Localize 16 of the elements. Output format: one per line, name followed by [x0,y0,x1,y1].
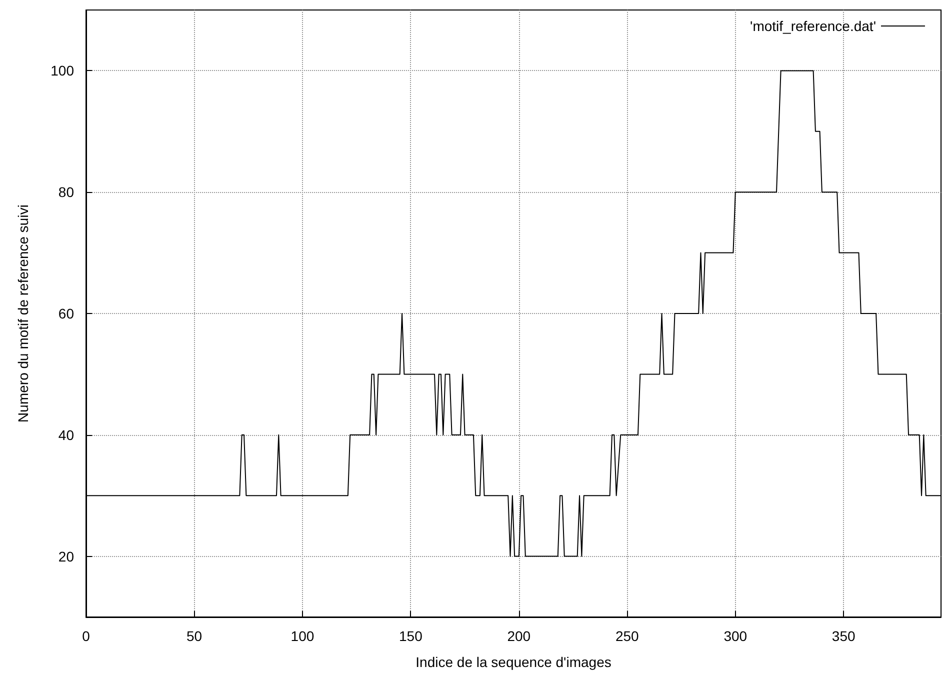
y-tick-label: 40 [58,426,74,443]
x-tick-label: 250 [615,628,640,644]
y-tick-label: 60 [58,306,74,322]
x-tick-label: 50 [186,628,202,644]
x-tick-label: 0 [82,628,90,644]
y-axis-title: Numero du motif de reference suivi [15,204,31,422]
y-tick-label: 80 [58,184,74,200]
x-tick-label: 350 [832,628,856,644]
x-tick-label: 150 [399,628,423,644]
y-tick-label: 20 [58,548,74,564]
x-tick-label: 200 [507,628,531,644]
legend-label: 'motif_reference.dat' [750,18,876,34]
x-tick-label: 300 [724,628,748,644]
x-axis-title: Indice de la sequence d'images [416,654,612,670]
y-tick-label: 100 [50,62,74,79]
x-tick-label: 100 [290,628,314,644]
